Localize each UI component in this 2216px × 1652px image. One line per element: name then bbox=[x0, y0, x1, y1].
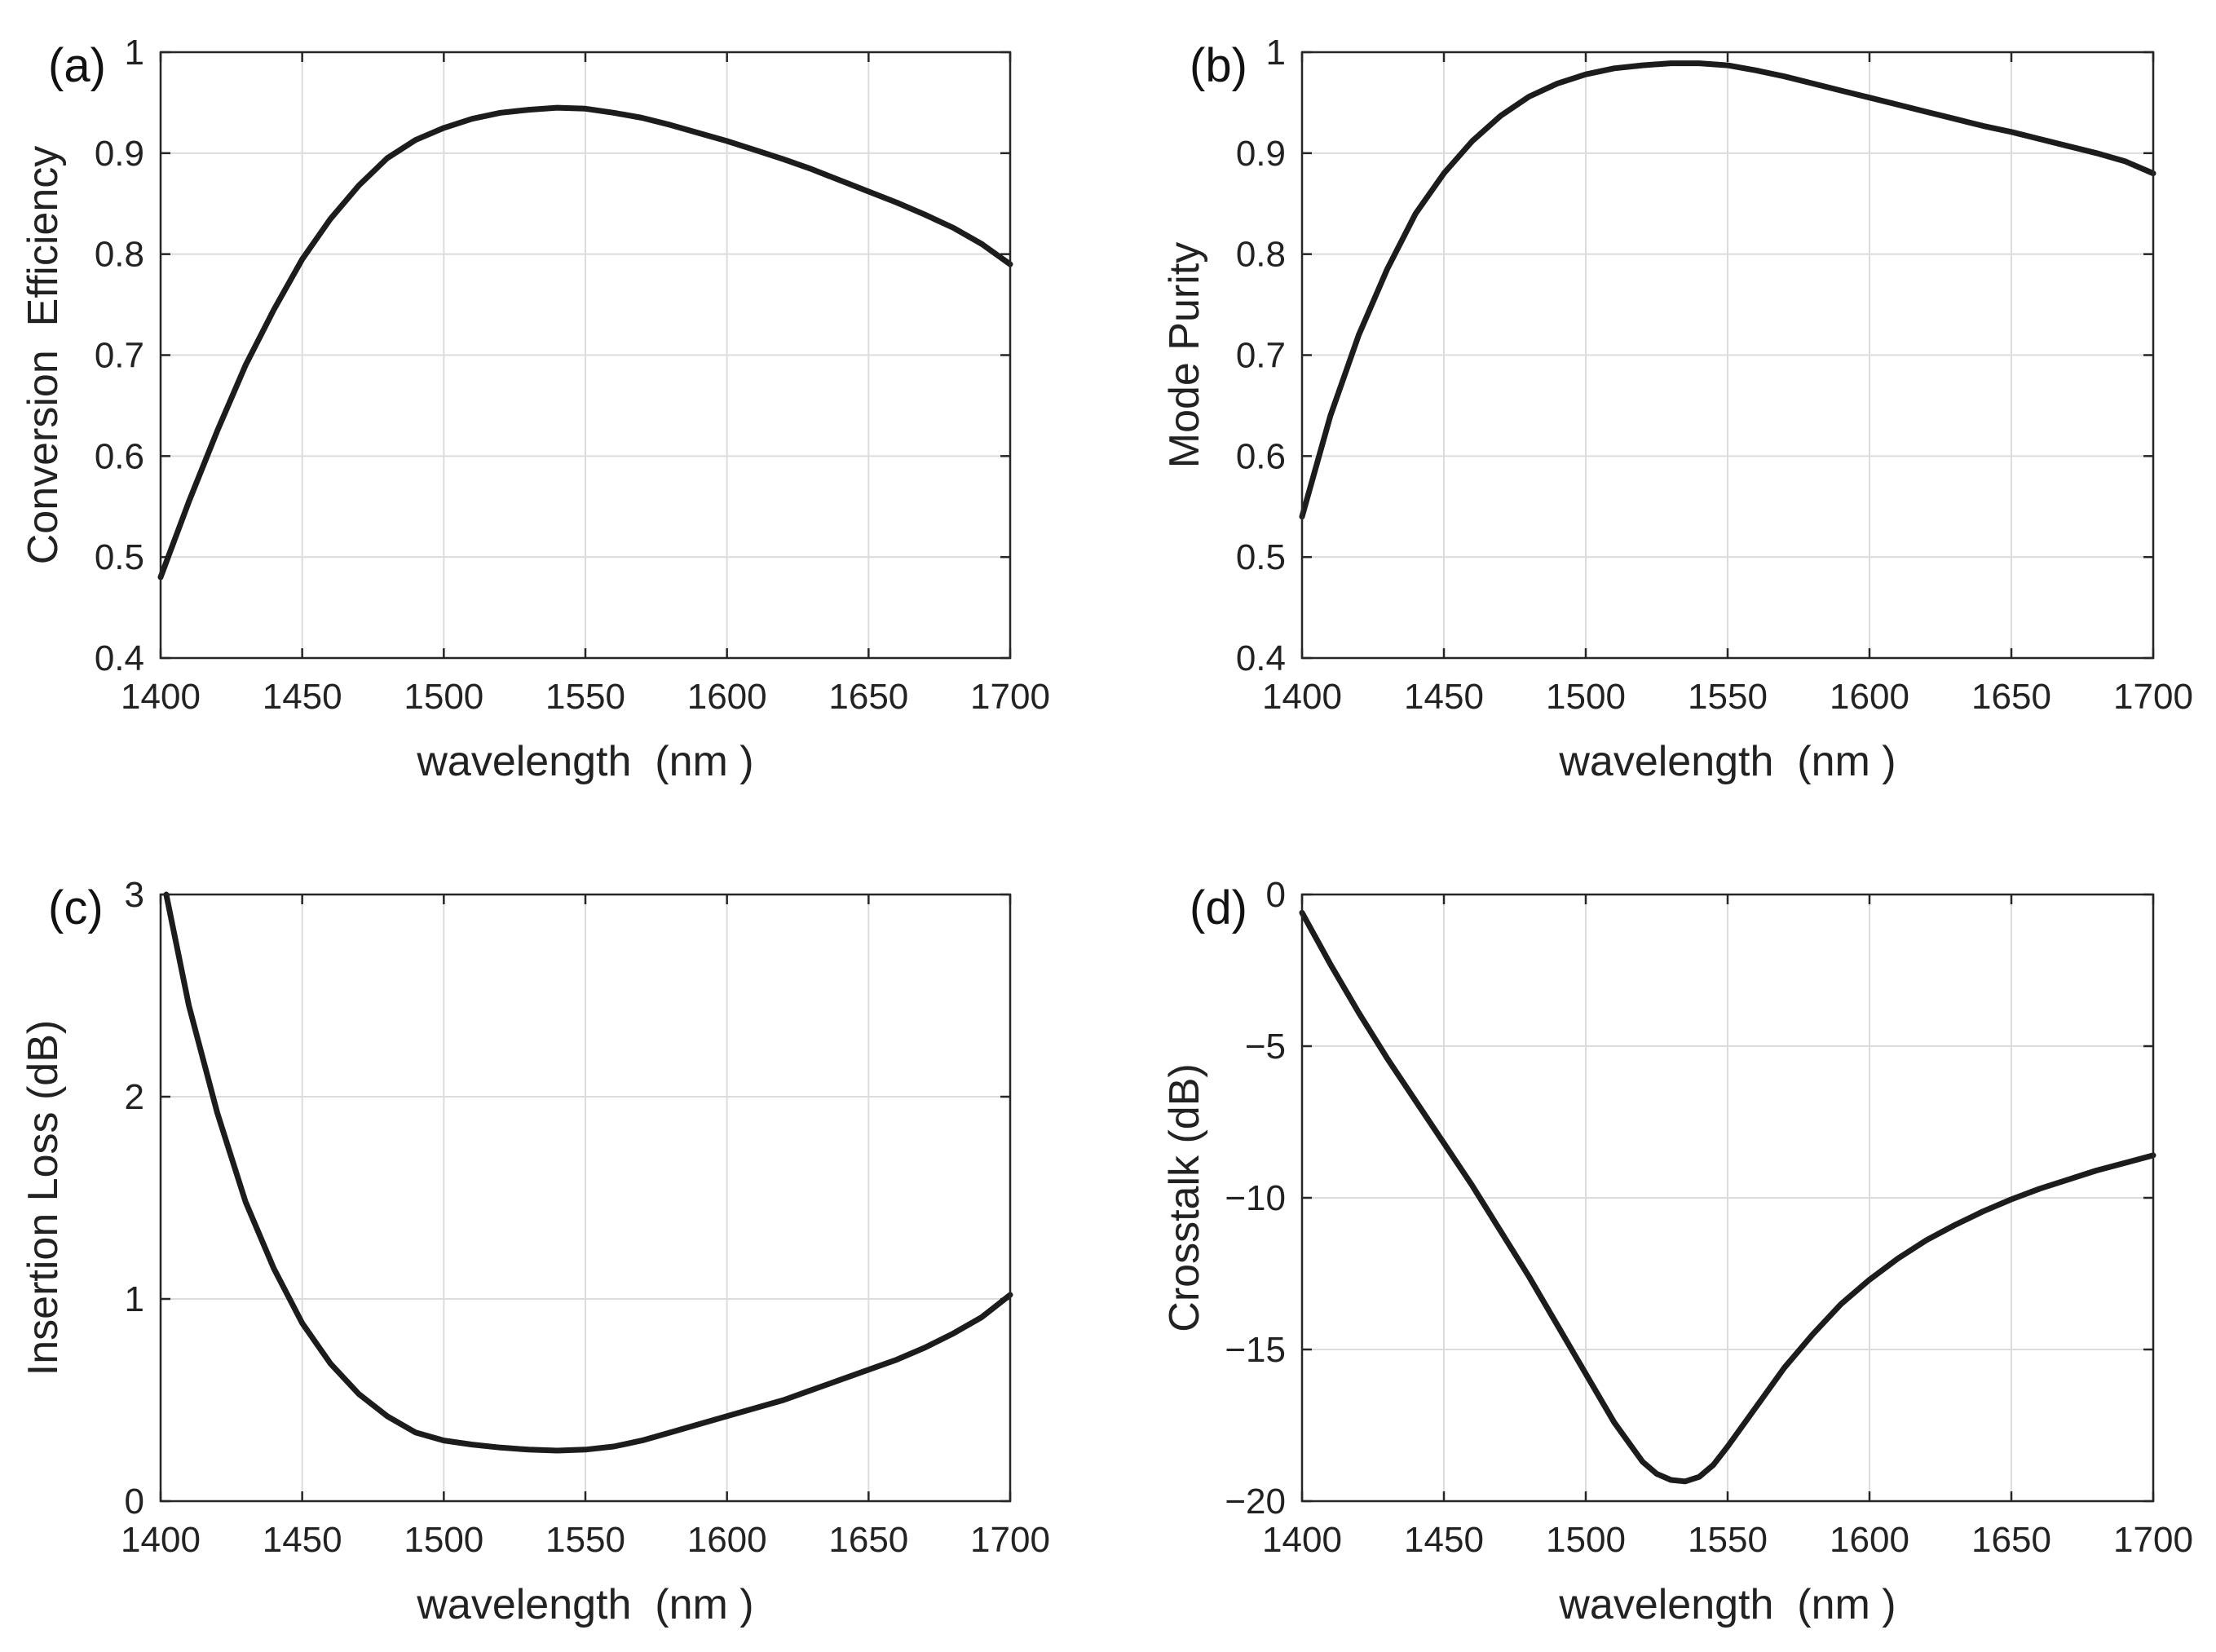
x-tick-label: 1400 bbox=[121, 677, 201, 717]
x-tick-label: 1600 bbox=[1830, 1520, 1909, 1560]
axes-box bbox=[1300, 51, 2155, 660]
axes-box bbox=[159, 893, 1012, 1503]
axes-box bbox=[1300, 893, 2155, 1503]
x-tick-label: 1700 bbox=[2113, 1520, 2193, 1560]
y-tick-label: 3 bbox=[125, 875, 144, 915]
y-tick-label: 0.8 bbox=[1236, 235, 1286, 275]
y-tick-label: 0.7 bbox=[95, 336, 144, 376]
series-line-c bbox=[163, 891, 1013, 1454]
x-tick-label: 1550 bbox=[545, 677, 625, 717]
y-tick-label: 0.4 bbox=[1236, 638, 1286, 678]
series-line-b bbox=[1299, 60, 2156, 520]
y-tick-label: 0.9 bbox=[1236, 134, 1286, 174]
y-axis-label: Insertion Loss (dB) bbox=[20, 1020, 67, 1376]
x-tick-label: 1700 bbox=[970, 677, 1050, 717]
x-tick-label: 1700 bbox=[2113, 677, 2193, 717]
x-tick-label: 1650 bbox=[1971, 1520, 2051, 1560]
y-tick-label: 0 bbox=[125, 1482, 144, 1522]
x-tick-label: 1500 bbox=[1546, 1520, 1626, 1560]
x-axis-label: wavelength (nm ) bbox=[416, 738, 753, 785]
y-tick-label: 1 bbox=[125, 1279, 144, 1319]
y-tick-label: −20 bbox=[1225, 1482, 1286, 1522]
chart-panel-b: 1400 1450 1500 1550 1600 1650 1700 0.4 0.5 0.6 0.7… bbox=[1161, 33, 2193, 785]
x-tick-label: 1400 bbox=[121, 1520, 201, 1560]
y-tick-label: 0.4 bbox=[95, 638, 144, 678]
y-tick-label: −10 bbox=[1225, 1178, 1286, 1218]
axes-box bbox=[159, 51, 1012, 660]
y-tick-label: 2 bbox=[125, 1077, 144, 1117]
y-tick-label: 0.6 bbox=[95, 436, 144, 476]
y-tick-label: 0.9 bbox=[95, 134, 144, 174]
x-tick-label: 1500 bbox=[1546, 677, 1626, 717]
x-axis-label: wavelength (nm ) bbox=[1558, 1581, 1896, 1628]
x-axis-label: wavelength (nm ) bbox=[1558, 738, 1896, 785]
y-tick-label: 0.6 bbox=[1236, 436, 1286, 476]
x-tick-label: 1450 bbox=[263, 677, 342, 717]
y-tick-label: 0.7 bbox=[1236, 336, 1286, 376]
panel-label: (a) bbox=[48, 39, 106, 92]
x-tick-label: 1600 bbox=[687, 1520, 767, 1560]
panel-label: (d) bbox=[1190, 881, 1247, 934]
y-tick-label: −15 bbox=[1225, 1330, 1286, 1370]
x-tick-label: 1550 bbox=[1688, 677, 1768, 717]
y-tick-label: 1 bbox=[1266, 33, 1286, 73]
series-line-a bbox=[157, 104, 1013, 581]
panel-label: (b) bbox=[1190, 39, 1247, 92]
y-axis-label: Crosstalk (dB) bbox=[1161, 1063, 1208, 1332]
y-tick-label: 0.5 bbox=[1236, 537, 1286, 577]
x-tick-label: 1500 bbox=[404, 677, 483, 717]
x-tick-label: 1550 bbox=[1688, 1520, 1768, 1560]
x-tick-label: 1500 bbox=[404, 1520, 483, 1560]
chart-panel-a: 1400 1450 1500 1550 1600 1650 1700 0.4 0.5 0.6 0.7… bbox=[20, 33, 1050, 785]
x-tick-label: 1400 bbox=[1262, 677, 1342, 717]
x-tick-label: 1650 bbox=[1971, 677, 2051, 717]
y-axis-label: Mode Purity bbox=[1161, 242, 1208, 468]
chart-panel-d: 1400 1450 1500 1550 1600 1650 1700 −20 −15 −10 −5 0… bbox=[1161, 875, 2193, 1628]
x-axis-label: wavelength (nm ) bbox=[416, 1581, 753, 1628]
x-tick-label: 1700 bbox=[970, 1520, 1050, 1560]
x-tick-label: 1400 bbox=[1262, 1520, 1342, 1560]
x-tick-label: 1450 bbox=[1404, 1520, 1484, 1560]
x-tick-label: 1600 bbox=[687, 677, 767, 717]
y-tick-label: −5 bbox=[1245, 1027, 1286, 1067]
y-axis-label: Conversion Efficiency bbox=[20, 146, 67, 565]
series-line-d bbox=[1299, 909, 2156, 1485]
x-tick-label: 1650 bbox=[828, 1520, 908, 1560]
x-tick-label: 1550 bbox=[545, 1520, 625, 1560]
y-tick-label: 0.5 bbox=[95, 537, 144, 577]
y-tick-label: 0.8 bbox=[95, 235, 144, 275]
x-tick-label: 1450 bbox=[263, 1520, 342, 1560]
x-tick-label: 1600 bbox=[1830, 677, 1909, 717]
x-tick-label: 1650 bbox=[828, 677, 908, 717]
y-tick-label: 1 bbox=[125, 33, 144, 73]
panel-label: (c) bbox=[48, 881, 104, 934]
chart-panel-c: 1400 1450 1500 1550 1600 1650 1700 0 1 2 3 waveleng… bbox=[20, 875, 1050, 1628]
x-tick-label: 1450 bbox=[1404, 677, 1484, 717]
y-tick-label: 0 bbox=[1266, 875, 1286, 915]
